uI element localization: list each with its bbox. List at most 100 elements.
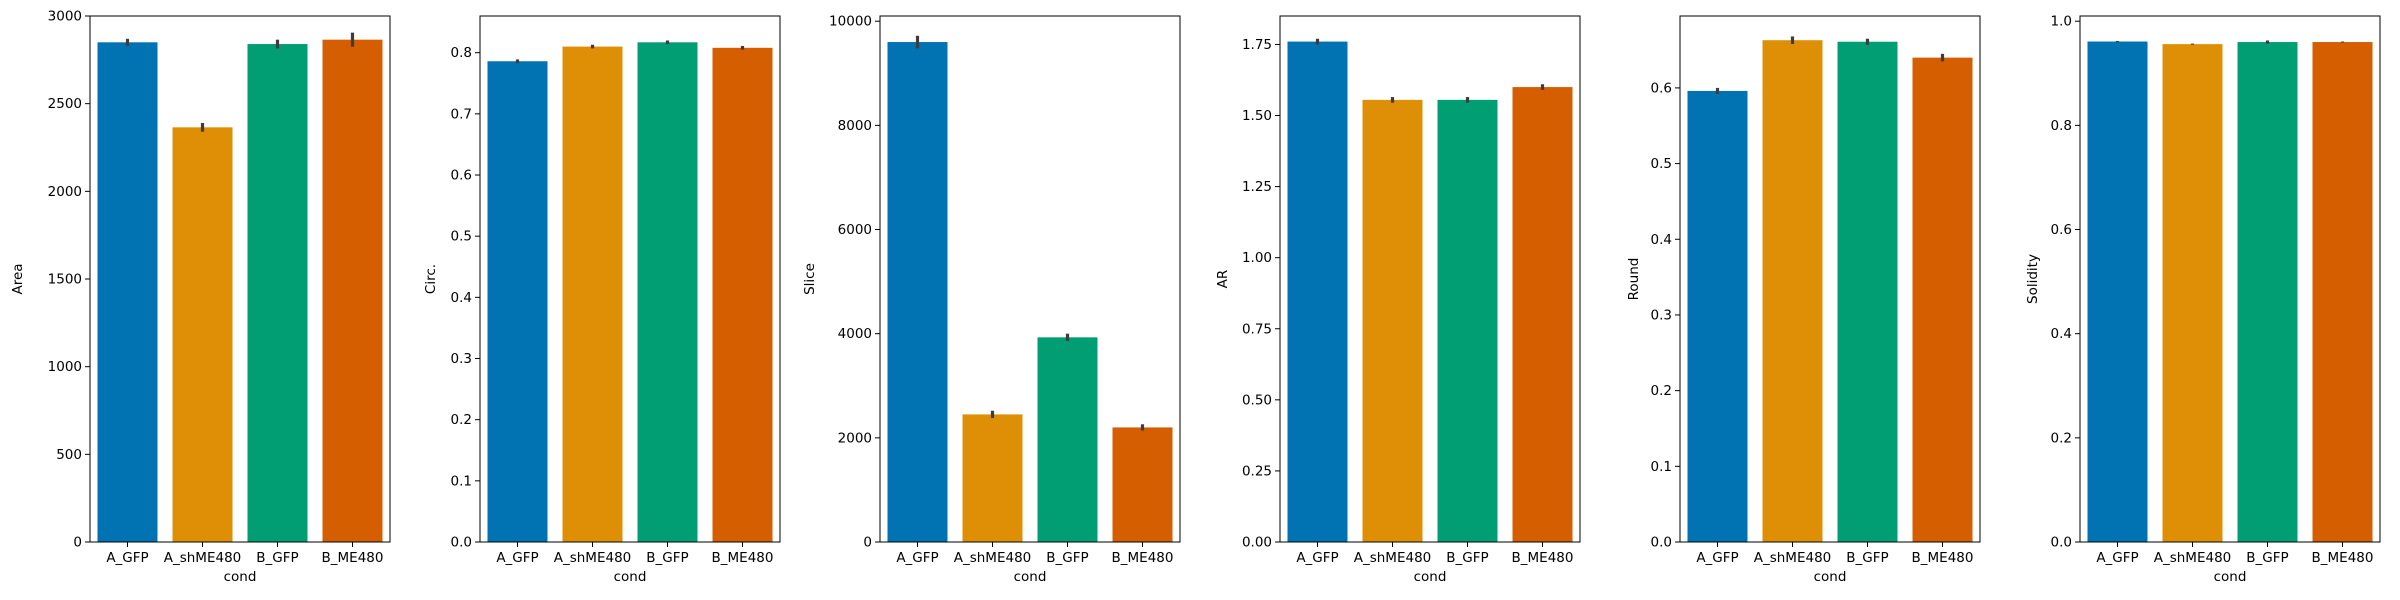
bar bbox=[247, 44, 308, 542]
y-tick-label: 0.6 bbox=[451, 168, 472, 184]
bar bbox=[2162, 44, 2223, 542]
bar bbox=[1037, 337, 1098, 542]
y-tick-label: 500 bbox=[56, 447, 82, 463]
bar bbox=[97, 42, 158, 543]
subplot-6: 0.0 0.2 0.4 0.6 0.8 1.0 A_GFP A_shME480 B_GFP B_M… bbox=[2025, 14, 2381, 585]
bar bbox=[2087, 41, 2148, 543]
y-tick-label: 0.0 bbox=[451, 535, 472, 551]
x-tick-label: A_GFP bbox=[496, 550, 538, 566]
bar bbox=[2237, 42, 2298, 542]
x-tick-label: B_ME480 bbox=[322, 550, 384, 566]
y-tick-label: 0.5 bbox=[1651, 156, 1672, 172]
x-axis-label: cond bbox=[1814, 569, 1847, 585]
bar bbox=[1837, 41, 1898, 543]
y-tick-label: 0.6 bbox=[1651, 80, 1672, 96]
x-tick-label: A_shME480 bbox=[164, 550, 242, 566]
bar bbox=[962, 414, 1023, 542]
bar bbox=[562, 46, 623, 543]
x-tick-label: A_GFP bbox=[2096, 550, 2138, 566]
y-tick-label: 0.50 bbox=[1242, 392, 1272, 408]
y-tick-label: 1.0 bbox=[2051, 14, 2072, 30]
x-tick-label: B_GFP bbox=[1046, 550, 1088, 566]
x-tick-label: B_GFP bbox=[646, 550, 688, 566]
bar bbox=[1687, 90, 1748, 542]
y-tick-label: 1500 bbox=[48, 272, 82, 288]
bar bbox=[2312, 42, 2373, 542]
axes-frame bbox=[479, 15, 781, 543]
subplot-2: 0.0 0.1 0.2 0.3 0.4 0.5 0.6 0.7 0.8 A_GFP A_shME48… bbox=[423, 15, 781, 585]
y-tick-label: 10000 bbox=[829, 14, 872, 30]
x-tick-label: A_shME480 bbox=[2154, 550, 2232, 566]
bar bbox=[1437, 99, 1498, 543]
y-axis-label: Circ. bbox=[423, 264, 439, 294]
bar bbox=[487, 61, 548, 542]
y-axis-label: Solidity bbox=[2025, 254, 2041, 304]
x-tick-label: A_shME480 bbox=[1354, 550, 1432, 566]
x-axis-label: cond bbox=[224, 569, 257, 585]
x-axis-label: cond bbox=[2214, 569, 2247, 585]
bar bbox=[1512, 87, 1573, 542]
x-tick-label: B_ME480 bbox=[1912, 550, 1974, 566]
y-tick-label: 1000 bbox=[48, 359, 82, 375]
y-tick-label: 0.2 bbox=[1651, 383, 1672, 399]
y-tick-label: 0.00 bbox=[1242, 535, 1272, 551]
subplot-5: 0.0 0.1 0.2 0.3 0.4 0.5 0.6 A_GFP A_shME480 B_GFP… bbox=[1626, 15, 1981, 585]
x-tick-label: B_GFP bbox=[256, 550, 298, 566]
y-tick-label: 0.25 bbox=[1242, 463, 1272, 479]
y-tick-label: 0.0 bbox=[2051, 535, 2072, 551]
y-tick-label: 3000 bbox=[48, 9, 82, 25]
x-tick-label: B_ME480 bbox=[1512, 550, 1574, 566]
axes-frame bbox=[879, 15, 1181, 543]
x-tick-label: B_GFP bbox=[1846, 550, 1888, 566]
axes-frame bbox=[1679, 15, 1981, 543]
y-tick-label: 0.8 bbox=[451, 45, 472, 61]
x-tick-label: A_GFP bbox=[106, 550, 148, 566]
y-tick-label: 0.4 bbox=[2051, 326, 2072, 342]
y-tick-label: 0.2 bbox=[451, 412, 472, 428]
y-axis-label: Area bbox=[10, 263, 26, 294]
y-tick-label: 8000 bbox=[838, 118, 872, 134]
y-tick-label: 2500 bbox=[48, 96, 82, 112]
y-axis-label: AR bbox=[1215, 270, 1231, 289]
x-tick-label: A_shME480 bbox=[1754, 550, 1832, 566]
y-tick-label: 0.8 bbox=[2051, 118, 2072, 134]
y-tick-label: 0 bbox=[863, 535, 872, 551]
subplot-3: 0 2000 4000 6000 8000 10000 A_GFP A_shME480 B_GF… bbox=[802, 14, 1181, 585]
y-tick-label: 0.4 bbox=[451, 290, 472, 306]
y-axis-label: Slice bbox=[802, 263, 818, 295]
x-axis-label: cond bbox=[614, 569, 647, 585]
y-tick-label: 0.2 bbox=[2051, 430, 2072, 446]
x-tick-label: A_shME480 bbox=[554, 550, 632, 566]
bar bbox=[1762, 40, 1823, 543]
x-axis-label: cond bbox=[1014, 569, 1047, 585]
axes-frame bbox=[2079, 15, 2381, 543]
bar bbox=[1112, 427, 1173, 542]
y-tick-label: 0 bbox=[73, 535, 82, 551]
subplot-4: 0.00 0.25 0.50 0.75 1.00 1.25 1.50 1.75 A_GFP A_s… bbox=[1215, 15, 1581, 585]
y-tick-label: 0.3 bbox=[451, 351, 472, 367]
y-tick-label: 0.6 bbox=[2051, 222, 2072, 238]
y-tick-label: 0.4 bbox=[1651, 232, 1672, 248]
bar bbox=[1287, 41, 1348, 543]
y-tick-label: 0.3 bbox=[1651, 307, 1672, 323]
y-tick-label: 0.1 bbox=[1651, 459, 1672, 475]
y-tick-label: 1.75 bbox=[1242, 37, 1272, 53]
y-tick-label: 0.7 bbox=[451, 106, 472, 122]
x-tick-label: B_ME480 bbox=[1112, 550, 1174, 566]
y-tick-label: 2000 bbox=[48, 184, 82, 200]
x-axis-label: cond bbox=[1414, 569, 1447, 585]
y-tick-label: 0.0 bbox=[1651, 535, 1672, 551]
x-tick-label: B_ME480 bbox=[712, 550, 774, 566]
y-tick-label: 4000 bbox=[838, 326, 872, 342]
x-tick-label: A_GFP bbox=[1696, 550, 1738, 566]
x-tick-label: B_GFP bbox=[1446, 550, 1488, 566]
y-tick-label: 1.00 bbox=[1242, 250, 1272, 266]
y-tick-label: 0.1 bbox=[451, 473, 472, 489]
bar bbox=[712, 47, 773, 542]
y-tick-label: 0.75 bbox=[1242, 321, 1272, 337]
y-tick-label: 1.50 bbox=[1242, 108, 1272, 124]
bar bbox=[172, 127, 233, 542]
bar bbox=[637, 42, 698, 543]
subplot-1: 0 500 1000 1500 2000 2500 3000 A_GFP A_shME480 B_… bbox=[10, 9, 391, 585]
